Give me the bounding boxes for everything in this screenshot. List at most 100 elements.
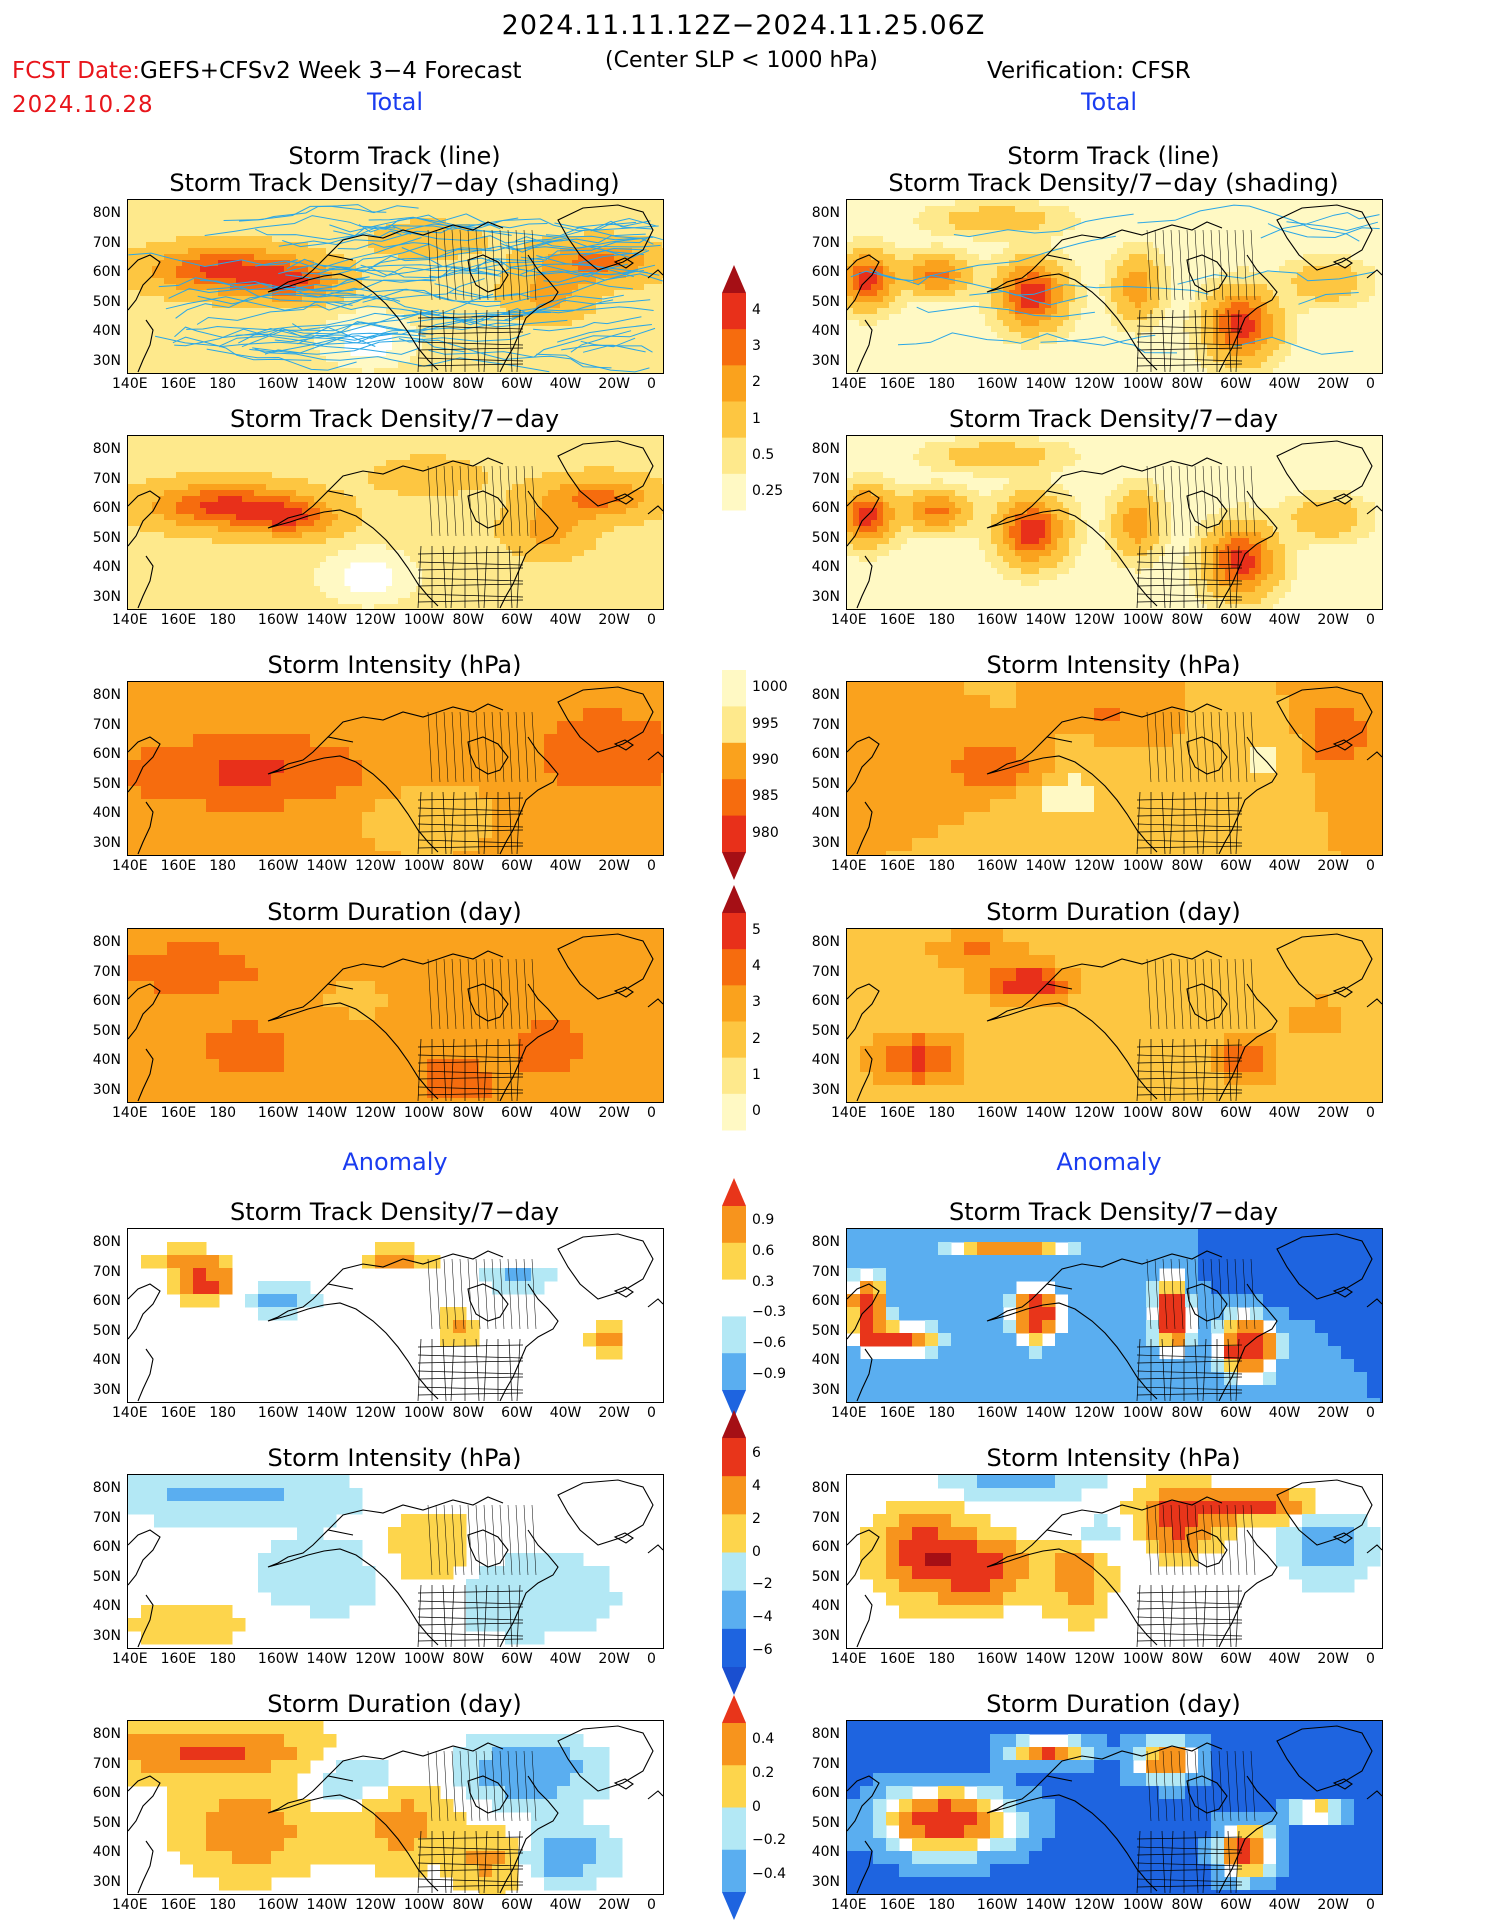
lon-tick-label: 160W [257,1105,299,1121]
map-panel-0-forecast [127,199,664,374]
colorbar-label: 0.3 [752,1273,775,1290]
lon-tick-label: 140E [112,376,148,392]
lon-tick-label: 0 [647,612,656,628]
lon-tick-label: 160E [160,612,197,628]
lat-tick-label: 40N [92,805,121,822]
lat-tick-label: 70N [92,1755,121,1772]
lon-tick-label: 180 [928,1651,955,1667]
colorbar-label: −0.3 [752,1304,786,1321]
colorbar-label: −0.9 [752,1365,786,1382]
lat-tick-label: 50N [811,775,840,792]
lon-tick-label: 120W [355,612,396,628]
colorbar-label: 2 [752,1030,761,1047]
panel-title: Storm Track Density/7−day [834,1199,1394,1226]
lon-tick-label: 160E [160,1897,197,1913]
lon-tick-label: 100W [403,1897,445,1913]
lon-tick-label: 140W [1025,376,1067,392]
colorbar-label: 0 [752,1798,761,1815]
lat-tick-label: 70N [92,1263,121,1280]
lat-tick-label: 40N [811,559,840,576]
lat-tick-label: 60N [92,1293,121,1310]
section-anomaly-right: Anomaly [1056,1148,1162,1176]
lon-tick-label: 60W [501,1105,533,1121]
lon-tick-label: 140W [1025,612,1067,628]
lon-tick-label: 180 [928,858,955,874]
lon-tick-label: 20W [598,1897,631,1913]
lon-tick-label: 80W [452,376,485,392]
lat-tick-label: 40N [92,559,121,576]
panel-title-line: Storm Duration (day) [986,1690,1241,1718]
lat-tick-label: 80N [92,205,121,221]
lon-tick-label: 80W [1171,376,1204,392]
forecast-label: FCST Date:GEFS+CFSv2 Week 3−4 Forecast [12,58,522,84]
lon-tick-label: 60W [501,1651,533,1667]
lon-tick-label: 160E [879,612,916,628]
panel-title: Storm Intensity (hPa) [115,1445,675,1472]
colorbar-label: 2 [752,1510,761,1527]
lon-tick-label: 80W [1171,1897,1204,1913]
lat-tick-label: 30N [811,589,840,605]
colorbar-label: −0.6 [752,1335,786,1351]
panel-title-line: Storm Intensity (hPa) [986,1444,1241,1472]
subtitle: (Center SLP < 1000 hPa) [605,48,878,73]
lon-tick-label: 100W [1122,1897,1164,1913]
lon-tick-label: 120W [355,1405,396,1421]
map-panel-1-verification [846,435,1383,610]
panel-title: Storm Intensity (hPa) [834,652,1394,679]
lat-tick-label: 70N [92,716,121,733]
panel-title-line: Storm Track Density/7−day [229,1198,560,1226]
lat-tick-label: 30N [92,1874,121,1890]
lon-tick-label: 20W [1317,1897,1350,1913]
map-field [847,1475,1382,1648]
lon-tick-label: 40W [549,612,582,628]
lon-tick-label: 60W [501,376,533,392]
lon-tick-label: 100W [403,612,445,628]
coastlines [128,204,663,373]
lon-tick-label: 140E [112,1405,148,1421]
lon-tick-label: 160E [879,376,916,392]
lat-tick-label: 70N [811,1509,840,1526]
coastlines [128,933,663,1102]
colorbar-label: −4 [752,1608,773,1625]
lat-tick-label: 30N [92,1382,121,1398]
map-field [128,929,663,1102]
coastlines [847,1479,1382,1648]
map-panel-4-verification [846,1228,1383,1403]
panel-title-line: Storm Intensity (hPa) [267,651,522,679]
lat-tick-label: 50N [92,1568,121,1585]
lon-tick-label: 120W [1074,1897,1115,1913]
lon-tick-label: 160W [257,1405,299,1421]
coastlines [128,1233,663,1402]
lat-tick-label: 50N [811,1022,840,1039]
lon-tick-label: 180 [928,1105,955,1121]
lon-tick-label: 40W [549,858,582,874]
lon-tick-label: 80W [1171,612,1204,628]
lon-tick-label: 20W [1317,1651,1350,1667]
coastlines [128,686,663,855]
colorbar-intensity [722,670,746,880]
lat-tick-label: 40N [811,323,840,340]
lat-tick-label: 40N [92,1844,121,1861]
lon-tick-label: 100W [403,1105,445,1121]
colorbar-label: 4 [752,958,761,975]
lon-tick-label: 140W [1025,1651,1067,1667]
panel-title: Storm Track Density/7−day [834,406,1394,433]
colorbar-label: 4 [752,302,761,319]
colorbar-label: 4 [752,1478,761,1495]
map-field [847,436,1382,609]
colorbar-label: 0.4 [752,1730,775,1747]
lon-tick-label: 100W [1122,1405,1164,1421]
colorbar-label: 5 [752,922,761,939]
lat-tick-label: 60N [811,1293,840,1310]
lat-tick-label: 80N [811,205,840,221]
lat-tick-label: 80N [811,1480,840,1496]
section-anomaly-left: Anomaly [342,1148,448,1176]
lat-tick-label: 80N [92,687,121,703]
lat-tick-label: 50N [811,529,840,546]
lon-tick-label: 40W [1268,612,1301,628]
lon-tick-label: 180 [928,612,955,628]
lon-tick-label: 100W [1122,1105,1164,1121]
lon-tick-label: 180 [209,612,236,628]
lon-tick-label: 140E [831,1897,867,1913]
coastlines [128,1725,663,1894]
